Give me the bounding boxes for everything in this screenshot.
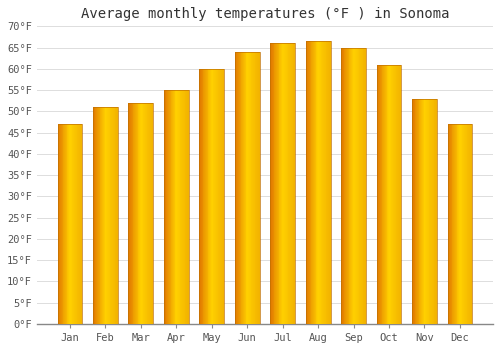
Title: Average monthly temperatures (°F ) in Sonoma: Average monthly temperatures (°F ) in So… — [80, 7, 449, 21]
